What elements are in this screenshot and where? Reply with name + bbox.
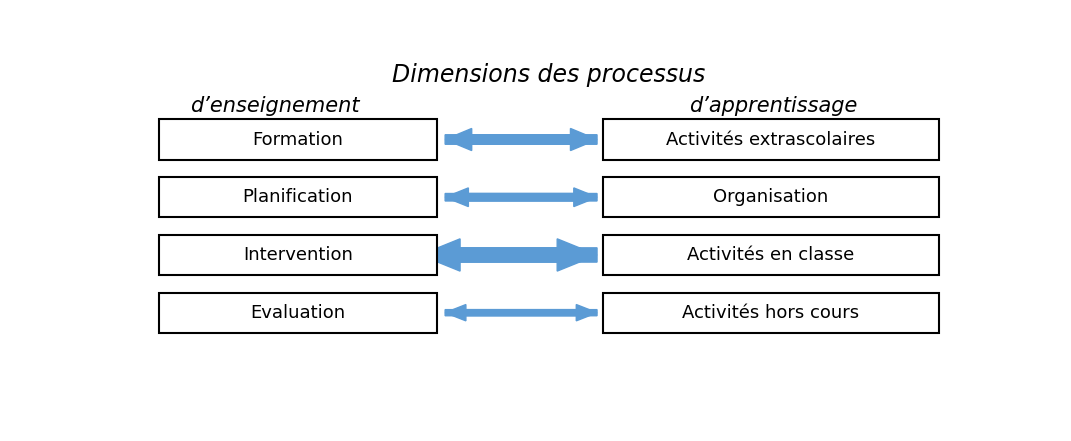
FancyBboxPatch shape [159,293,437,333]
FancyBboxPatch shape [159,235,437,275]
Text: Activités hors cours: Activités hors cours [682,304,860,321]
FancyArrow shape [446,305,597,321]
FancyBboxPatch shape [603,293,939,333]
Text: Dimensions des processus: Dimensions des processus [392,63,706,87]
Text: Activités extrascolaires: Activités extrascolaires [666,131,876,149]
FancyBboxPatch shape [603,120,939,160]
Text: Evaluation: Evaluation [251,304,345,321]
FancyArrow shape [446,128,597,150]
FancyArrow shape [446,305,597,321]
FancyArrow shape [420,239,597,271]
FancyArrow shape [446,128,597,150]
FancyBboxPatch shape [603,235,939,275]
Text: Planification: Planification [242,188,353,206]
FancyArrow shape [420,239,597,271]
Text: Activités en classe: Activités en classe [688,246,855,264]
FancyArrow shape [446,188,597,206]
Text: Organisation: Organisation [713,188,829,206]
FancyBboxPatch shape [159,177,437,217]
Text: d’apprentissage: d’apprentissage [689,96,857,116]
Text: Intervention: Intervention [243,246,352,264]
FancyArrow shape [446,188,597,206]
FancyBboxPatch shape [159,120,437,160]
Text: Formation: Formation [253,131,343,149]
Text: d’enseignement: d’enseignement [191,96,360,116]
FancyBboxPatch shape [603,177,939,217]
